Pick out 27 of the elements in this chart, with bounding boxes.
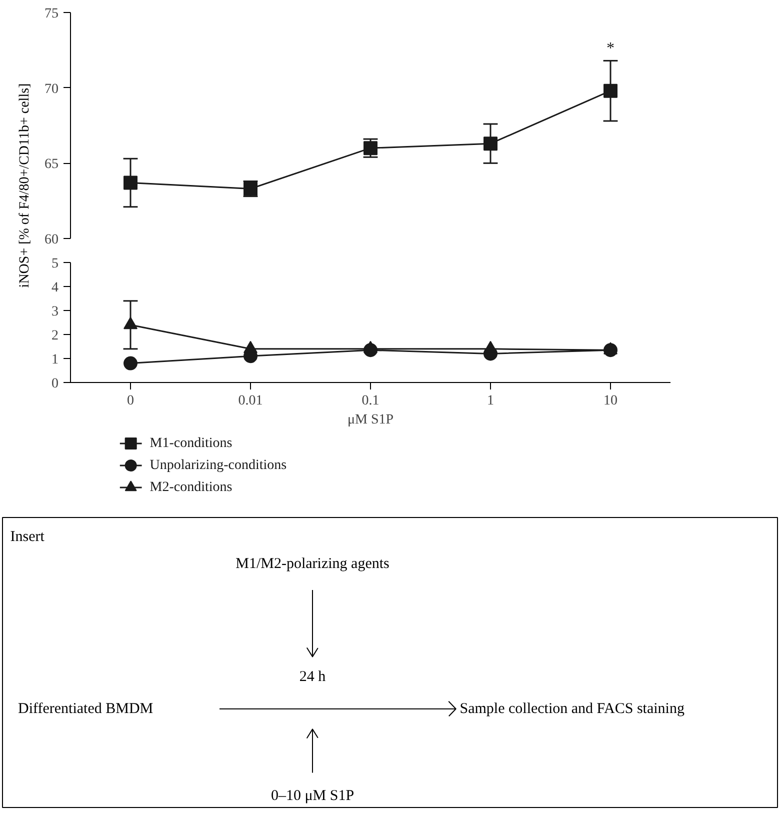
x-axis-title: μM S1P [347,412,394,428]
y-tick-label: 5 [52,256,58,272]
text: 0–10 μM S1P [270,788,354,804]
x-tick-label: 0 [127,394,134,408]
x-tick-label: 0.1 [362,394,380,408]
x-tick-label: 0.01 [238,394,263,408]
text: Sample collection and FACS staining [460,700,685,717]
x-tick-label: 1 [487,394,494,408]
legend-label: M1-conditions [150,436,232,451]
x-tick-label: 10 [604,394,618,408]
y-tick-label: 3 [52,304,58,320]
y-tick-label: 75 [44,6,58,22]
text: Insert [10,529,46,546]
text: M1/M2-polarizing agents [236,556,390,572]
y-tick-label: 0 [52,376,58,392]
y-tick-label: 2 [52,328,58,344]
y-tick-label: 65 [44,157,58,172]
y-tick-label: 1 [52,352,58,368]
y-tick-label: 60 [44,232,58,248]
legend-label: M2-conditions [150,480,232,495]
annotation: * [606,40,614,58]
legend-label: Unpolarizing-conditions [150,458,287,473]
y-axis-title: iNOS+ [% of F4/80+/CD11b+ cells] [18,83,32,288]
text: 24 h [299,669,326,685]
y-tick-label: 4 [52,280,58,296]
y-tick-label: 70 [44,82,58,97]
text: Differentiated BMDM [18,700,154,717]
